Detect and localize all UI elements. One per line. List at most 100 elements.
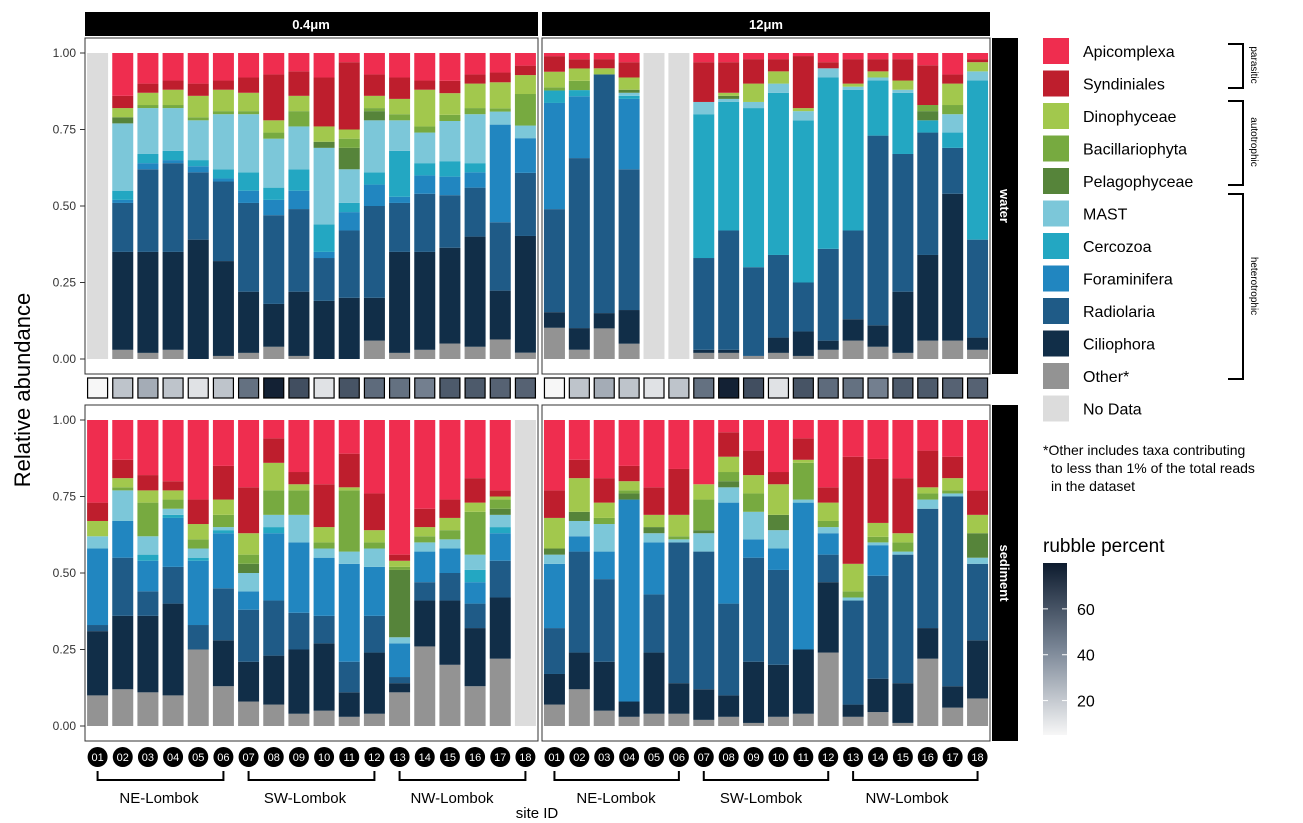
bar-segment-syndiniales bbox=[313, 77, 335, 127]
bar-segment-dinophyceae bbox=[942, 83, 964, 106]
bar-segment-mast bbox=[263, 138, 285, 188]
bar-segment-mast bbox=[892, 551, 914, 555]
bar-segment-other bbox=[238, 352, 260, 359]
bar-segment-pelagophyceae bbox=[112, 117, 134, 124]
bar-segment-foraminifera bbox=[212, 533, 234, 589]
bar-segment-ciliophora bbox=[514, 235, 536, 353]
bar-segment-ciliophora bbox=[867, 678, 889, 713]
bar-segment-other bbox=[817, 652, 839, 726]
site-id-badge bbox=[942, 747, 963, 767]
bar-segment-mast bbox=[439, 121, 461, 162]
bar-segment-pelagophyceae bbox=[489, 508, 511, 515]
bar-segment-radiolaria bbox=[593, 579, 615, 662]
bar-segment-syndiniales bbox=[618, 62, 640, 78]
site-id-label: 13 bbox=[847, 752, 859, 764]
site-id-badge bbox=[238, 747, 259, 767]
bar-segment-dinophyceae bbox=[414, 89, 436, 127]
site-id-label: 01 bbox=[91, 752, 103, 764]
rubble-tile bbox=[187, 377, 209, 399]
bar-segment-foraminifera bbox=[439, 176, 461, 196]
bar-segment-bacillariophyta bbox=[942, 105, 964, 115]
bar-segment-apicomplexa bbox=[643, 420, 665, 488]
region-bracket bbox=[852, 771, 979, 781]
bar-segment-radiolaria bbox=[162, 566, 184, 604]
bar-segment-radiolaria bbox=[363, 615, 385, 653]
footnote-line-2: to less than 1% of the total reads bbox=[1051, 460, 1255, 476]
bar-segment-radiolaria bbox=[137, 169, 159, 252]
bar-segment-dinophyceae bbox=[743, 83, 765, 102]
rubble-tile bbox=[388, 377, 411, 399]
bar-segment-foraminifera bbox=[718, 502, 740, 604]
bar-segment-foraminifera bbox=[767, 548, 789, 570]
bar-segment-radiolaria bbox=[693, 258, 715, 350]
bar-segment-mast bbox=[514, 125, 536, 139]
bar-segment-dinophyceae bbox=[568, 478, 590, 512]
group-label-parasitic: parasitic bbox=[1248, 46, 1259, 83]
bar-segment-ciliophora bbox=[137, 615, 159, 693]
bar-segment-apicomplexa bbox=[867, 420, 889, 459]
bar-segment-ciliophora bbox=[693, 349, 715, 353]
bar-segment-foraminifera bbox=[87, 548, 109, 626]
bar-segment-mast bbox=[313, 147, 335, 225]
colorbar-tick-label: 60 bbox=[1077, 602, 1095, 619]
bar-segment-radiolaria bbox=[514, 172, 536, 236]
legend-label: Syndiniales bbox=[1083, 77, 1165, 94]
site-id-badge bbox=[389, 747, 410, 767]
bar-segment-radiolaria bbox=[389, 202, 411, 252]
site-id-label: 04 bbox=[623, 752, 635, 764]
bar-segment-syndiniales bbox=[187, 499, 209, 525]
bar-segment-other bbox=[718, 716, 740, 726]
bar-segment-foraminifera bbox=[162, 517, 184, 567]
group-bracket bbox=[1228, 43, 1244, 89]
bar-segment-bacillariophyta bbox=[514, 94, 536, 126]
bar-segment-radiolaria bbox=[917, 132, 939, 255]
bar-segment-other bbox=[87, 695, 109, 726]
bar-segment-mast bbox=[137, 536, 159, 555]
bar-segment-bacillariophyta bbox=[389, 114, 411, 121]
bar-segment-syndiniales bbox=[543, 490, 565, 518]
bar-segment-syndiniales bbox=[87, 502, 109, 521]
legend-swatch-ciliophora bbox=[1043, 330, 1069, 357]
bar-segment-foraminifera bbox=[743, 539, 765, 558]
bar-segment-ciliophora bbox=[967, 337, 989, 350]
site-id-label: 17 bbox=[494, 752, 506, 764]
bar-segment-dinophyceae bbox=[288, 484, 310, 491]
bar-segment-radiolaria bbox=[867, 575, 889, 679]
bar-segment-apicomplexa bbox=[817, 420, 839, 488]
bar-segment-syndiniales bbox=[718, 432, 740, 457]
site-id-badge bbox=[339, 747, 360, 767]
bar-segment-ciliophora bbox=[288, 649, 310, 714]
bar-segment-bacillariophyta bbox=[543, 87, 565, 91]
bar-segment-other bbox=[867, 712, 889, 726]
site-id-badge bbox=[917, 747, 938, 767]
bar-segment-bacillariophyta bbox=[718, 472, 740, 482]
bar-segment-syndiniales bbox=[363, 74, 385, 96]
bar-segment-other bbox=[867, 346, 889, 359]
rubble-tile bbox=[86, 377, 109, 399]
bar-segment-ciliophora bbox=[618, 701, 640, 717]
region-label-sw-12: SW-Lombok bbox=[720, 790, 803, 807]
rubble-tile bbox=[917, 377, 939, 399]
y-tick-label: 0.50 bbox=[53, 566, 77, 580]
bar-segment-pelagophyceae bbox=[313, 141, 335, 148]
bar-segment-other bbox=[263, 704, 285, 726]
site-id-label: 16 bbox=[469, 752, 481, 764]
site-id-label: 09 bbox=[293, 752, 305, 764]
bar-segment-radiolaria bbox=[942, 147, 964, 194]
bar-segment-syndiniales bbox=[543, 56, 565, 72]
site-id-badge bbox=[188, 747, 209, 767]
legend-label: Foraminifera bbox=[1083, 272, 1173, 289]
bar-segment-ciliophora bbox=[489, 290, 511, 340]
bar-segment-radiolaria bbox=[543, 628, 565, 674]
bar-segment-radiolaria bbox=[643, 594, 665, 653]
site-id-label: 11 bbox=[344, 752, 355, 764]
rubble-tile bbox=[867, 377, 889, 399]
bar-segment-syndiniales bbox=[263, 438, 285, 463]
bar-segment-bacillariophyta bbox=[842, 591, 864, 598]
bar-segment-cercozoa bbox=[187, 557, 209, 561]
legend-label: Dinophyceae bbox=[1083, 109, 1177, 126]
bar-segment-dinophyceae bbox=[568, 68, 590, 81]
bar-segment-mast bbox=[767, 83, 789, 93]
bar-segment-foraminifera bbox=[464, 582, 486, 604]
site-id-badge bbox=[137, 747, 158, 767]
